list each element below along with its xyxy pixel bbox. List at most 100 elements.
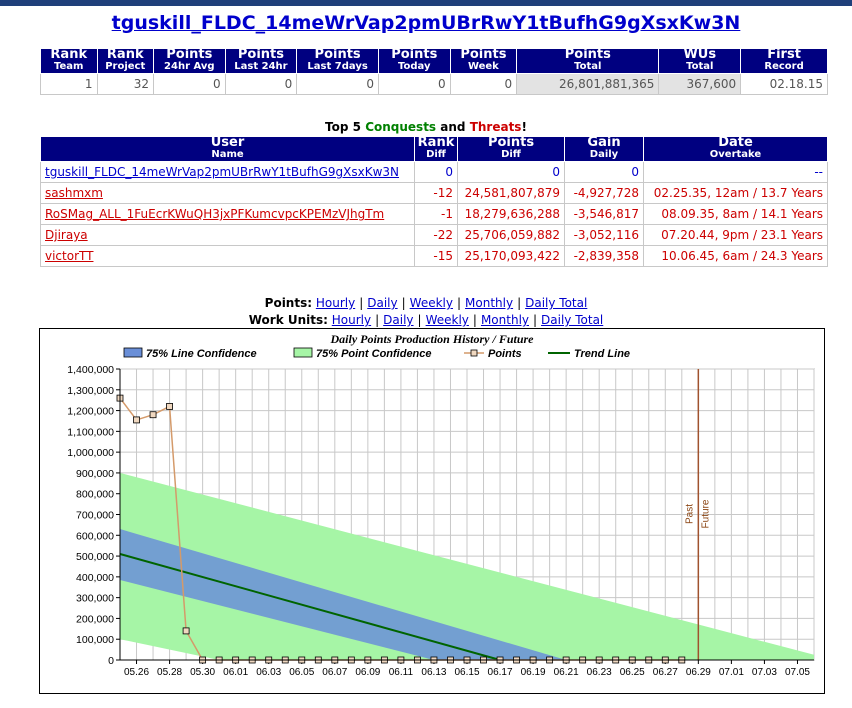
points-links-label: Points: [264,296,313,310]
value-points-last-7days: 0 [296,73,379,95]
value-points-today: 0 [377,73,451,95]
header-wus-total: WUs Total [658,48,742,74]
wu-daily-total-link[interactable]: Daily Total [541,313,604,327]
legend-point-confidence-swatch [293,347,313,358]
y-tick-label: 500,000 [76,551,114,563]
x-tick-label: 06.01 [223,667,248,678]
top5-points-diff: 25,706,059,882 [457,224,565,246]
wu-monthly-link[interactable]: Monthly [480,313,529,327]
top5-user-cell: sashmxm [40,182,415,204]
x-tick-label: 06.13 [421,667,446,678]
top5-date-overtake: 02.25.35, 12am / 13.7 Years [643,182,828,204]
header-rank-team: Rank Team [40,48,98,74]
y-tick-label: 100,000 [76,634,114,646]
top5-row: tguskill_FLDC_14meWrVap2pmUBrRwY1tBufhG9… [40,161,828,183]
header-points-diff: Points Diff [457,136,565,162]
top5-gain-daily: 0 [564,161,644,183]
legend-line-confidence-label: 75% Line Confidence [146,348,257,360]
work-units-links-label: Work Units: [248,313,328,327]
value-points-week: 0 [449,73,518,95]
top-bar [0,0,852,6]
y-tick-label: 1,000,000 [67,447,114,459]
top5-points-diff: 24,581,807,879 [457,182,565,204]
y-tick-label: 600,000 [76,530,114,542]
top5-gain-daily: -4,927,728 [564,182,644,204]
points-links: Points: Hourly | Daily | Weekly | Monthly | Dail… [0,296,852,310]
line-confidence-band [120,529,567,660]
wu-hourly-link[interactable]: Hourly [331,313,372,327]
top5-user-link[interactable]: RoSMag_ALL_1FuEcrKWuQH3jxPFKumcvpcKPEMzV… [45,207,385,221]
top5-title-and: and [440,120,466,134]
link-separator: | [401,296,406,310]
x-tick-label: 07.05 [785,667,810,678]
top5-rank-diff: -1 [414,203,458,225]
top5-title: Top 5 Conquests and Threats! [0,120,852,134]
top5-user-link[interactable]: tguskill_FLDC_14meWrVap2pmUBrRwY1tBufhG9… [45,165,399,179]
divider-label-past: Past [684,504,695,524]
top5-user-link[interactable]: victorTT [45,249,94,263]
top5-rank-diff: 0 [414,161,458,183]
points-marker [133,416,140,424]
value-rank-project: 32 [96,73,154,95]
x-tick-label: 06.17 [488,667,513,678]
link-separator: | [375,313,380,327]
legend-points-marker [470,349,478,357]
points-marker [182,627,190,635]
x-tick-label: 05.30 [190,667,215,678]
points-chart: 0 100,000 200,000 300,000 400,000 500,000 600,… [67,332,815,678]
x-tick-label: 07.03 [752,667,777,678]
value-wus-total: 367,600 [658,73,742,95]
points-hourly-link[interactable]: Hourly [315,296,356,310]
value-points-last-24hr: 0 [224,73,298,95]
top5-date-overtake: 10.06.45, 6am / 24.3 Years [643,245,828,267]
x-tick-label: 06.09 [355,667,380,678]
y-tick-label: 1,100,000 [67,426,114,438]
link-separator: | [359,296,364,310]
x-tick-label: 05.26 [124,667,149,678]
y-tick-label: 0 [108,655,114,667]
top5-points-diff: 18,279,636,288 [457,203,565,225]
header-rank-diff: Rank Diff [414,136,458,162]
work-units-links: Work Units: Hourly | Daily | Weekly | Monthly |… [0,313,852,327]
top5-user-cell: Djiraya [40,224,415,246]
x-tick-label: 06.21 [554,667,579,678]
wu-daily-link[interactable]: Daily [383,313,414,327]
header-gain-daily: Gain Daily [564,136,644,162]
chart-title: Daily Points Production History / Future [329,332,534,346]
x-tick-label: 06.25 [620,667,645,678]
points-weekly-link[interactable]: Weekly [409,296,453,310]
top5-title-conquests: Conquests [365,120,437,134]
y-tick-label: 300,000 [76,593,114,605]
y-tick-label: 700,000 [76,510,114,522]
top5-date-overtake: 07.20.44, 9pm / 23.1 Years [643,224,828,246]
x-tick-label: 06.03 [256,667,281,678]
legend-trend-label: Trend Line [574,348,630,360]
header-points-total: Points Total [516,48,660,74]
points-daily-link[interactable]: Daily [367,296,398,310]
top5-user-link[interactable]: Djiraya [45,228,88,242]
top5-table-header: User Name Rank Diff Points Diff Gain Daily D… [40,136,828,162]
x-tick-label: 06.29 [686,667,711,678]
value-first-record: 02.18.15 [740,73,828,95]
page-title-link[interactable]: tguskill_FLDC_14meWrVap2pmUBrRwY1tBufhG9… [111,12,741,34]
points-marker [166,403,173,410]
y-tick-label: 200,000 [76,613,114,625]
x-tick-label: 06.11 [389,667,414,678]
top5-user-link[interactable]: sashmxm [45,186,103,200]
points-monthly-link[interactable]: Monthly [465,296,514,310]
top5-rank-diff: -15 [414,245,458,267]
link-separator: | [517,296,522,310]
x-tick-label: 06.19 [521,667,546,678]
y-tick-label: 800,000 [76,489,114,501]
header-rank-project: Rank Project [96,48,154,74]
top5-user-cell: victorTT [40,245,415,267]
header-points-today: Points Today [377,48,451,74]
top5-title-threats: Threats [469,120,522,134]
legend-points-label: Points [488,348,522,360]
header-points-last-7days: Points Last 7days [296,48,379,74]
points-daily-total-link[interactable]: Daily Total [525,296,588,310]
top5-row: sashmxm -12 24,581,807,879 -4,927,728 02… [40,182,828,204]
header-points-last-24hr: Points Last 24hr [224,48,298,74]
wu-weekly-link[interactable]: Weekly [425,313,469,327]
legend-point-confidence-label: 75% Point Confidence [316,348,432,360]
